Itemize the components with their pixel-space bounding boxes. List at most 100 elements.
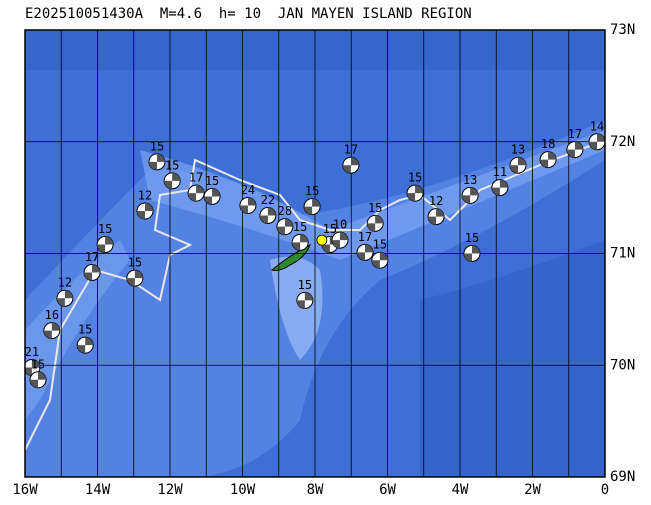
y-tick-label: 70N <box>610 357 635 373</box>
depth-label: 21 <box>25 345 39 359</box>
focal-mechanism: 12 <box>427 194 445 226</box>
depth-label: 17 <box>344 143 358 157</box>
compression-quadrant <box>84 264 101 281</box>
compression-quadrant <box>43 322 60 339</box>
epicenter <box>316 234 328 246</box>
depth-label: 15 <box>98 222 112 236</box>
compression-quadrant <box>30 371 47 388</box>
focal-mechanism: 24 <box>239 183 257 214</box>
compression-quadrant <box>259 207 276 224</box>
x-tick-label: 14W <box>85 482 111 498</box>
focal-mechanism: 15 <box>366 201 384 232</box>
focal-mechanism: 15 <box>29 357 47 389</box>
focal-mechanism: 17 <box>83 250 101 281</box>
focal-mechanism: 12 <box>56 276 74 307</box>
x-tick-label: 6W <box>379 482 396 498</box>
focal-mechanism: 18 <box>539 137 557 169</box>
y-tick-label: 73N <box>610 22 635 38</box>
compression-quadrant <box>188 185 205 202</box>
x-tick-label: 12W <box>157 482 183 498</box>
depth-label: 10 <box>333 218 347 232</box>
focal-mechanism: 17 <box>356 230 374 261</box>
depth-label: 15 <box>128 256 142 270</box>
compression-quadrant <box>239 197 256 214</box>
compression-quadrant <box>589 133 605 150</box>
depth-label: 13 <box>463 173 477 187</box>
focal-mechanism: 17 <box>566 127 584 159</box>
compression-quadrant <box>276 218 293 235</box>
depth-label: 15 <box>408 171 422 185</box>
map-frame <box>24 29 606 478</box>
depth-label: 15 <box>298 278 312 292</box>
compression-quadrant <box>296 292 313 309</box>
compression-quadrant <box>25 359 40 376</box>
compression-quadrant <box>126 270 143 287</box>
depth-label: 15 <box>373 238 387 252</box>
focal-mechanism: 15 <box>163 158 181 190</box>
depth-label: 15 <box>465 231 479 245</box>
depth-label: 15 <box>78 323 92 337</box>
x-tick-label: 16W <box>12 482 38 498</box>
focal-mechanism: 28 <box>276 204 294 236</box>
compression-quadrant <box>292 234 309 251</box>
focal-mechanism: 10 <box>331 218 349 249</box>
compression-quadrant <box>371 252 388 269</box>
focal-mechanism: 12 <box>136 189 154 220</box>
compression-quadrant <box>357 244 374 261</box>
depth-label: 12 <box>138 189 152 203</box>
depth-label: 17 <box>568 127 582 141</box>
compression-quadrant <box>77 337 94 354</box>
focal-mechanism: 15 <box>371 238 389 269</box>
y-tick-label: 71N <box>610 246 635 262</box>
depth-label: 16 <box>45 308 59 322</box>
compression-quadrant <box>304 198 321 215</box>
x-tick-label: 4W <box>452 482 469 498</box>
depth-label: 12 <box>429 194 443 208</box>
focal-mechanism: 17 <box>342 143 360 174</box>
focal-mechanism: 15 <box>406 171 424 202</box>
focal-mechanism: 17 <box>187 171 205 202</box>
compression-quadrant <box>407 185 424 202</box>
depth-label: 17 <box>85 250 99 264</box>
depth-label: 15 <box>293 220 307 234</box>
depth-label: 22 <box>261 193 275 207</box>
depth-label: 15 <box>31 357 45 371</box>
map-title: E202510051430A M=4.6 h= 10 JAN MAYEN ISL… <box>25 6 472 22</box>
compression-quadrant <box>204 188 221 205</box>
focal-mechanism: 15 <box>291 220 309 251</box>
depth-label: 11 <box>493 165 507 179</box>
depth-label: 13 <box>511 143 525 157</box>
compression-quadrant <box>342 157 359 174</box>
compression-quadrant <box>367 215 384 232</box>
depth-label: 28 <box>278 204 292 218</box>
compression-quadrant <box>540 151 557 168</box>
focal-mechanism: 15 <box>148 139 166 171</box>
compression-quadrant <box>566 141 583 158</box>
compression-quadrant <box>491 179 508 196</box>
depth-label: 15 <box>205 174 219 188</box>
depth-label: 14 <box>590 119 604 133</box>
focal-mechanism: 14 <box>588 119 605 151</box>
compression-quadrant <box>428 208 445 225</box>
y-tick-label: 72N <box>610 134 635 150</box>
compression-quadrant <box>97 236 114 253</box>
depth-label: 17 <box>358 230 372 244</box>
depth-label: 15 <box>165 158 179 172</box>
depth-label: 15 <box>150 139 164 153</box>
depth-label: 15 <box>368 201 382 215</box>
compression-quadrant <box>510 157 526 174</box>
focal-mechanism: 15 <box>76 323 94 354</box>
compression-quadrant <box>56 290 73 307</box>
x-tick-label: 0 <box>601 482 609 498</box>
focal-mechanism: 11 <box>491 165 509 197</box>
compression-quadrant <box>164 172 181 189</box>
compression-quadrant <box>332 232 349 249</box>
focal-mechanism: 13 <box>509 143 527 174</box>
focal-mechanism: 13 <box>461 173 479 204</box>
focal-mechanism: 15 <box>203 174 221 206</box>
focal-mechanism: 15 <box>303 184 321 216</box>
x-tick-label: 2W <box>524 482 541 498</box>
focal-mechanism: 15 <box>96 222 114 254</box>
